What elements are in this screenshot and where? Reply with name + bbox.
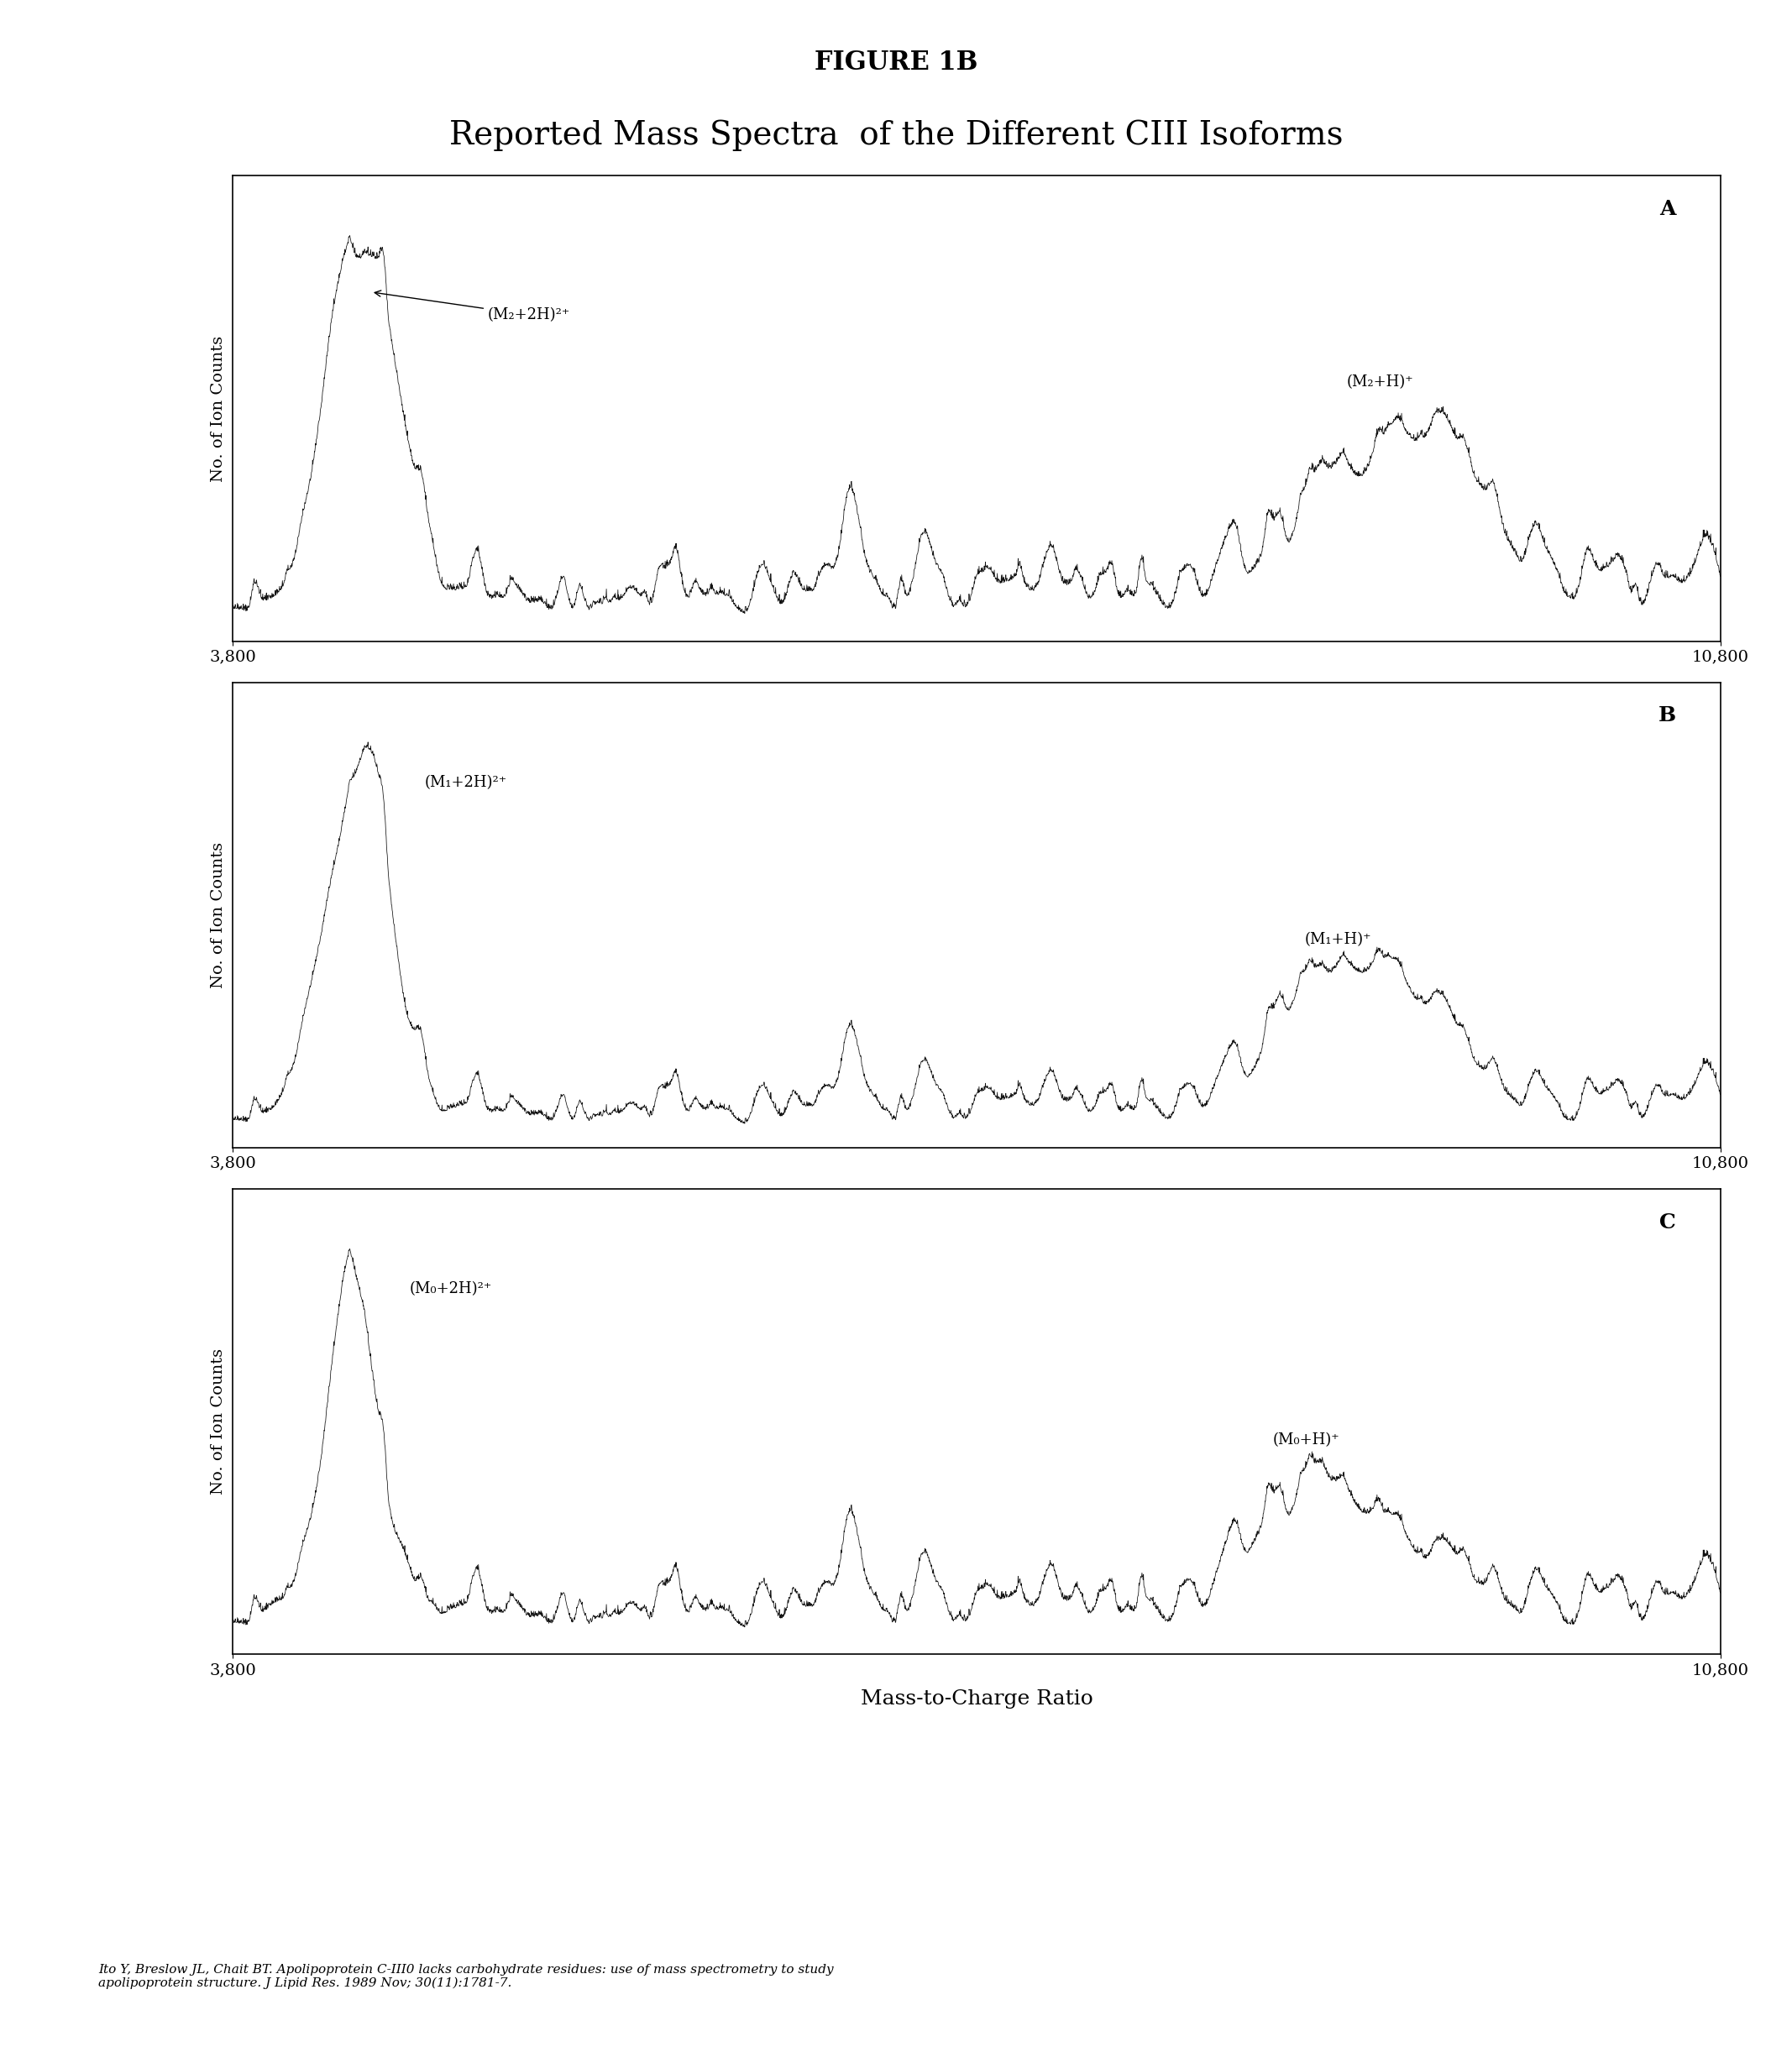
Text: (M₀+2H)²⁺: (M₀+2H)²⁺	[409, 1282, 491, 1297]
Text: (M₂+2H)²⁺: (M₂+2H)²⁺	[375, 290, 570, 323]
Text: (M₁+H)⁺: (M₁+H)⁺	[1305, 933, 1371, 947]
Text: C: C	[1659, 1212, 1676, 1233]
Text: (M₂+H)⁺: (M₂+H)⁺	[1348, 374, 1414, 391]
Text: FIGURE 1B: FIGURE 1B	[814, 50, 978, 77]
Text: (M₀+H)⁺: (M₀+H)⁺	[1272, 1433, 1339, 1448]
Y-axis label: No. of Ion Counts: No. of Ion Counts	[211, 1348, 226, 1495]
Text: Reported Mass Spectra  of the Different CIII Isoforms: Reported Mass Spectra of the Different C…	[450, 120, 1342, 151]
Text: (M₁+2H)²⁺: (M₁+2H)²⁺	[425, 776, 507, 790]
Text: B: B	[1658, 705, 1676, 726]
Y-axis label: No. of Ion Counts: No. of Ion Counts	[211, 335, 226, 482]
X-axis label: Mass-to-Charge Ratio: Mass-to-Charge Ratio	[860, 1690, 1093, 1708]
Text: A: A	[1659, 199, 1676, 219]
Y-axis label: No. of Ion Counts: No. of Ion Counts	[211, 842, 226, 989]
Text: Ito Y, Breslow JL, Chait BT. Apolipoprotein C-III0 lacks carbohydrate residues: : Ito Y, Breslow JL, Chait BT. Apolipoprot…	[99, 1965, 833, 1989]
